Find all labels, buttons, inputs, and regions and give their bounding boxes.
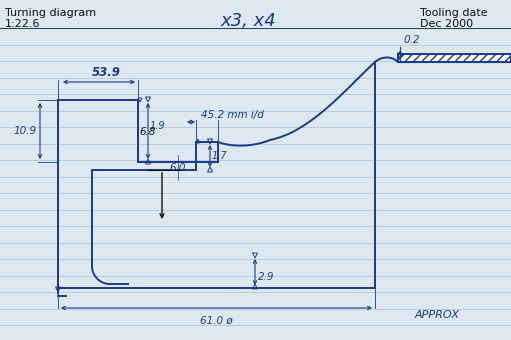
Text: 2.9: 2.9 <box>258 272 274 282</box>
Text: 0.2: 0.2 <box>403 35 420 45</box>
Text: 10.9: 10.9 <box>14 126 37 136</box>
Text: 6.8: 6.8 <box>140 127 156 137</box>
Text: 45.2 mm i/d: 45.2 mm i/d <box>201 110 264 120</box>
Text: 1.9: 1.9 <box>150 121 166 131</box>
Bar <box>398 54 510 62</box>
Text: 1.7: 1.7 <box>212 151 227 161</box>
Text: APPROX: APPROX <box>415 310 460 320</box>
Text: 1:22.6: 1:22.6 <box>5 19 40 29</box>
Text: 53.9: 53.9 <box>91 66 121 79</box>
Text: Dec 2000: Dec 2000 <box>420 19 473 29</box>
Text: Tooling date: Tooling date <box>420 8 487 18</box>
Text: 61.0 ø: 61.0 ø <box>200 316 233 326</box>
Text: Turning diagram: Turning diagram <box>5 8 96 18</box>
Text: x3, x4: x3, x4 <box>220 12 276 30</box>
Text: 6.0: 6.0 <box>170 163 186 173</box>
